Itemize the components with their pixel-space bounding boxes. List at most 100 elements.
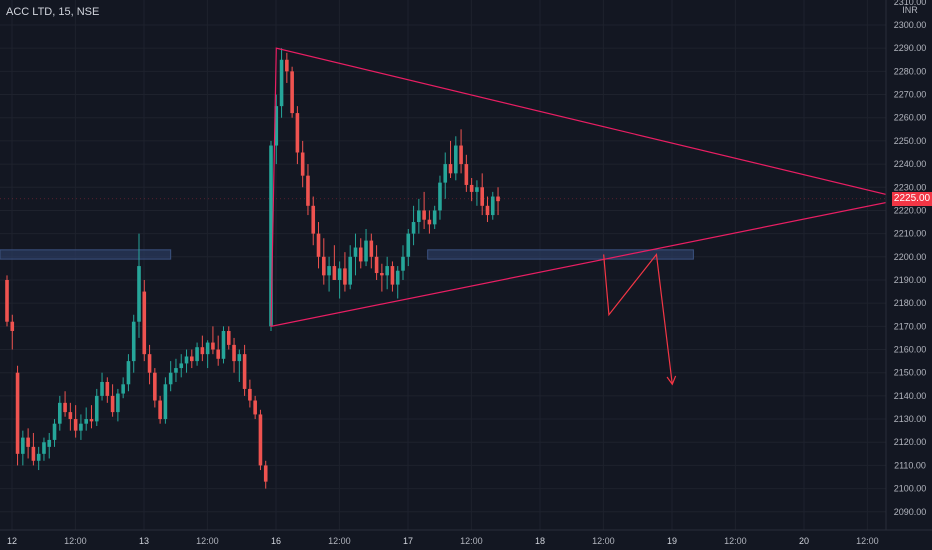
- candle-down[interactable]: [464, 164, 469, 185]
- candle-down[interactable]: [15, 372, 20, 454]
- candle-up[interactable]: [274, 106, 279, 146]
- candle-up[interactable]: [79, 423, 83, 431]
- candle-down[interactable]: [380, 273, 384, 276]
- candle-up[interactable]: [438, 182, 442, 211]
- candle-up[interactable]: [443, 164, 448, 183]
- candle-up[interactable]: [279, 59, 284, 107]
- candle-down[interactable]: [300, 152, 305, 176]
- candle-down[interactable]: [211, 342, 215, 350]
- candle-down[interactable]: [496, 196, 500, 202]
- candle-down[interactable]: [358, 247, 363, 262]
- candle-down[interactable]: [63, 402, 67, 413]
- candle-down[interactable]: [147, 354, 152, 373]
- candle-up[interactable]: [121, 384, 125, 394]
- candle-up[interactable]: [131, 321, 136, 362]
- candle-up[interactable]: [364, 240, 368, 262]
- candle-up[interactable]: [237, 354, 242, 362]
- candle-down[interactable]: [242, 354, 247, 389]
- candle-down[interactable]: [105, 381, 110, 396]
- candle-up[interactable]: [401, 256, 405, 271]
- candle-up[interactable]: [116, 393, 120, 413]
- symbol-title[interactable]: ACC LTD, 15, NSE: [6, 6, 100, 18]
- symmetrical-triangle-drawing[interactable]: [270, 47, 905, 328]
- candle-down[interactable]: [322, 256, 326, 276]
- candle-down[interactable]: [448, 164, 453, 174]
- candle-up[interactable]: [327, 266, 331, 276]
- candle-down[interactable]: [226, 330, 231, 345]
- candle-down[interactable]: [427, 219, 432, 225]
- candle-up[interactable]: [475, 187, 479, 192]
- candle-down[interactable]: [295, 113, 300, 153]
- candle-up[interactable]: [195, 347, 199, 362]
- candle-down[interactable]: [285, 59, 289, 72]
- candle-down[interactable]: [469, 184, 474, 192]
- candle-down[interactable]: [200, 347, 205, 355]
- candle-up[interactable]: [385, 266, 389, 276]
- candle-down[interactable]: [332, 266, 337, 280]
- candle-up[interactable]: [353, 247, 358, 257]
- candle-up[interactable]: [184, 356, 189, 364]
- candle-up[interactable]: [42, 442, 46, 454]
- candle-up[interactable]: [205, 342, 210, 355]
- candle-down[interactable]: [258, 414, 263, 466]
- candle-down[interactable]: [311, 205, 316, 234]
- candle-down[interactable]: [480, 187, 484, 206]
- candle-down[interactable]: [459, 145, 463, 165]
- candle-up[interactable]: [179, 363, 184, 369]
- candle-up[interactable]: [126, 361, 131, 385]
- candle-up[interactable]: [168, 372, 173, 385]
- candle-up[interactable]: [269, 145, 273, 327]
- candle-up[interactable]: [454, 145, 458, 174]
- support-zone-right[interactable]: [427, 249, 694, 260]
- candle-down[interactable]: [10, 321, 15, 331]
- candle-down[interactable]: [190, 356, 194, 362]
- candle-down[interactable]: [485, 205, 490, 216]
- candle-down[interactable]: [26, 437, 30, 447]
- candle-up[interactable]: [432, 210, 437, 225]
- candle-down[interactable]: [248, 388, 252, 401]
- candle-up[interactable]: [94, 395, 99, 422]
- candle-up[interactable]: [100, 381, 104, 396]
- candle-down[interactable]: [5, 279, 9, 322]
- candle-up[interactable]: [163, 384, 168, 420]
- candle-down[interactable]: [216, 349, 220, 359]
- candle-up[interactable]: [337, 268, 342, 280]
- candle-down[interactable]: [73, 419, 78, 431]
- candle-up[interactable]: [395, 270, 400, 285]
- candle-down[interactable]: [343, 268, 347, 285]
- candle-up[interactable]: [221, 330, 226, 359]
- candle-down[interactable]: [422, 210, 426, 220]
- candle-down[interactable]: [263, 465, 268, 482]
- candle-up[interactable]: [52, 423, 57, 440]
- candle-down[interactable]: [374, 256, 379, 274]
- projection-arrow-path[interactable]: [603, 252, 673, 385]
- candle-down[interactable]: [369, 240, 374, 257]
- candle-up[interactable]: [348, 256, 352, 285]
- candle-up[interactable]: [417, 210, 421, 223]
- candle-down[interactable]: [89, 419, 94, 422]
- candle-up[interactable]: [406, 233, 411, 257]
- candle-up[interactable]: [84, 419, 88, 424]
- candle-down[interactable]: [232, 344, 236, 362]
- candle-up[interactable]: [21, 437, 25, 454]
- candle-down[interactable]: [110, 395, 115, 413]
- candle-down[interactable]: [68, 412, 73, 420]
- candle-down[interactable]: [158, 400, 162, 420]
- price-axis-panel[interactable]: [886, 0, 932, 550]
- candle-up[interactable]: [36, 453, 41, 461]
- candle-down[interactable]: [290, 71, 294, 114]
- candle-down[interactable]: [306, 175, 310, 206]
- candle-up[interactable]: [411, 222, 416, 234]
- candle-down[interactable]: [253, 400, 257, 415]
- candle-down[interactable]: [153, 372, 157, 401]
- support-zone-left[interactable]: [0, 249, 172, 260]
- candle-down[interactable]: [31, 446, 36, 461]
- candle-up[interactable]: [137, 266, 141, 322]
- candle-up[interactable]: [174, 368, 178, 373]
- candle-up[interactable]: [47, 439, 52, 447]
- candle-down[interactable]: [142, 291, 147, 355]
- candle-up[interactable]: [58, 402, 62, 424]
- candle-down[interactable]: [390, 266, 395, 285]
- candle-down[interactable]: [316, 233, 321, 257]
